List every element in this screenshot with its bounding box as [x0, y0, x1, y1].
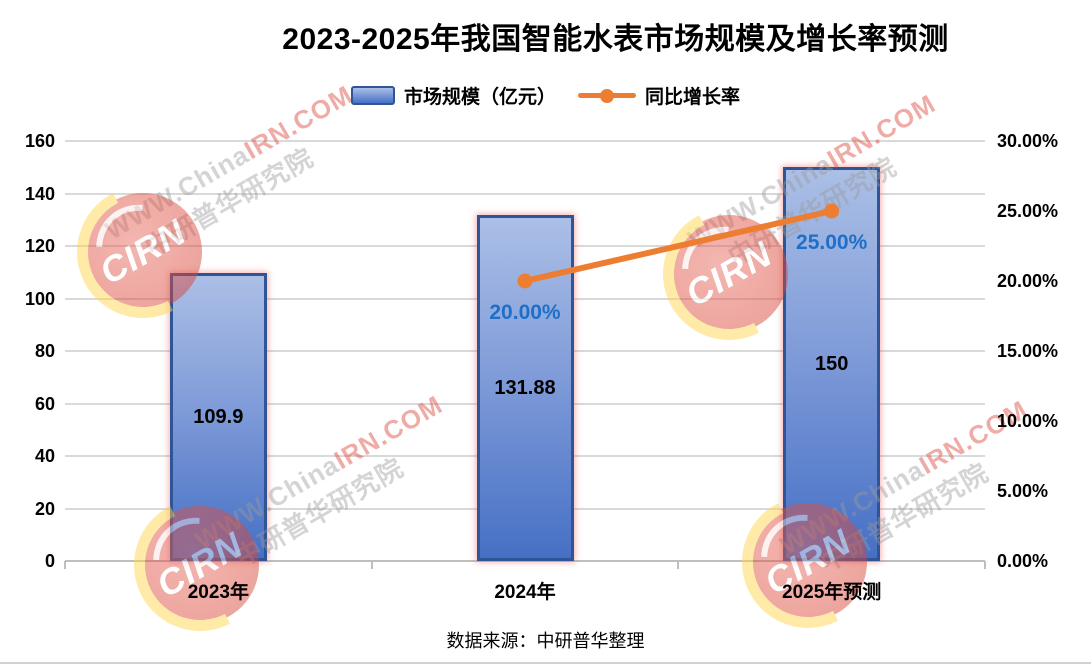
right-axis-tick-label: 5.00% — [997, 481, 1049, 501]
x-axis-label-2023年: 2023年 — [187, 582, 249, 603]
growth-rate-label: 20.00% — [489, 301, 561, 324]
x-axis-tick — [984, 561, 986, 569]
right-axis-tick-label: 25.00% — [997, 201, 1059, 221]
left-axis-tick-label: 20 — [34, 498, 55, 519]
left-axis-tick-label: 120 — [24, 236, 55, 256]
bar-value-label: 109.9 — [193, 405, 244, 428]
bar-series-swatch-icon — [350, 86, 395, 105]
bar-value-label: 131.88 — [494, 376, 556, 399]
right-axis-tick-label: 15.00% — [997, 341, 1059, 361]
left-axis-tick-label: 80 — [34, 341, 55, 361]
left-axis-tick-label: 100 — [24, 288, 55, 309]
x-axis-label-2025年预测: 2025年预测 — [782, 582, 882, 603]
line-series-swatch-icon — [578, 88, 636, 103]
growth-rate-line — [517, 203, 840, 289]
legend: 市场规模（亿元） 同比增长率 — [0, 82, 1091, 109]
legend-item-market-size: 市场规模（亿元） — [350, 82, 556, 109]
line-marker-icon — [600, 88, 614, 103]
gridline — [65, 192, 985, 195]
bar-2023年 — [169, 272, 267, 561]
legend-label-growth-rate: 同比增长率 — [645, 87, 741, 108]
bar-value-label: 150 — [814, 353, 849, 376]
left-axis-tick-label: 60 — [34, 393, 55, 414]
left-axis-tick-label: 140 — [24, 183, 55, 204]
left-axis-tick-label: 160 — [24, 131, 55, 151]
right-axis-tick-label: 20.00% — [997, 271, 1059, 291]
left-axis-labels: 0 20 40 60 80 100 120 140 160 — [0, 131, 55, 571]
x-axis-line — [65, 560, 985, 562]
chart-title: 2023-2025年我国智能水表市场规模及增长率预测 — [282, 23, 949, 56]
data-source: 数据来源：中研普华整理 — [446, 631, 645, 651]
line-segment — [522, 208, 835, 284]
bar-2025年预测 — [783, 167, 881, 561]
x-axis-tick — [370, 561, 373, 569]
right-axis-labels: 0.00% 5.00% 10.00% 15.00% 20.00% 25.00% 30.00% — [997, 131, 1091, 571]
gridline — [65, 140, 985, 142]
line-marker — [517, 273, 533, 289]
legend-item-growth-rate: 同比增长率 — [578, 82, 740, 109]
x-axis-label-2024年: 2024年 — [494, 582, 556, 603]
left-axis-tick-label: 0 — [44, 551, 55, 571]
plot-area: 109.9 131.88 150 20.00% 25.00% — [65, 140, 985, 562]
growth-rate-label: 25.00% — [796, 231, 868, 254]
x-axis-tick — [64, 561, 66, 569]
right-axis-tick-label: 0.00% — [997, 551, 1049, 571]
right-axis-tick-label: 30.00% — [997, 131, 1059, 151]
left-axis-tick-label: 40 — [34, 446, 55, 466]
legend-label-market-size: 市场规模（亿元） — [403, 87, 556, 108]
right-axis-tick-label: 10.00% — [997, 411, 1059, 431]
x-axis-tick — [677, 561, 680, 569]
line-marker — [824, 203, 840, 219]
